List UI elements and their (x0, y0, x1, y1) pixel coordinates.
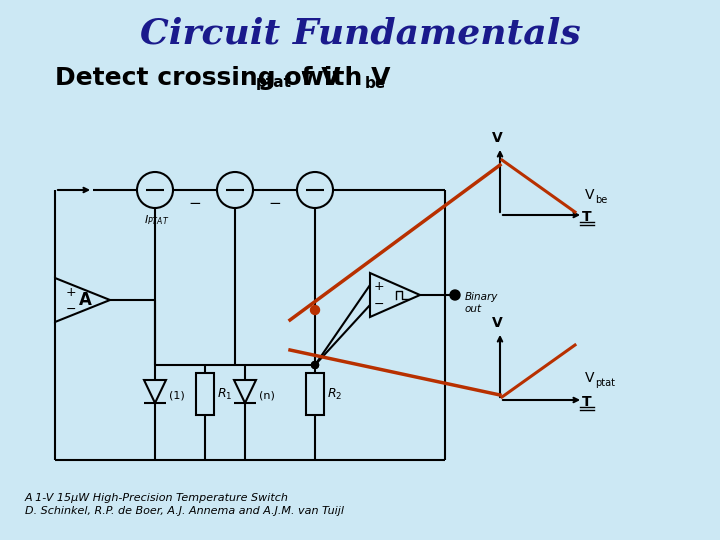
Text: out: out (465, 304, 482, 314)
Text: T: T (582, 210, 592, 224)
Text: A 1-V 15μW High-Precision Temperature Switch: A 1-V 15μW High-Precision Temperature Sw… (25, 493, 289, 503)
Text: −: − (269, 197, 282, 212)
Circle shape (312, 361, 318, 368)
Text: A: A (78, 291, 91, 309)
Circle shape (312, 361, 318, 368)
Text: be: be (595, 195, 607, 205)
Text: ptat: ptat (595, 378, 615, 388)
Text: +: + (66, 286, 76, 299)
Text: V: V (585, 371, 595, 385)
Text: D. Schinkel, R.P. de Boer, A.J. Annema and A.J.M. van Tuijl: D. Schinkel, R.P. de Boer, A.J. Annema a… (25, 506, 344, 516)
Text: −: − (189, 197, 202, 212)
Text: $R_2$: $R_2$ (327, 387, 342, 402)
Text: −: − (66, 302, 76, 315)
Text: be: be (365, 76, 386, 91)
Circle shape (310, 306, 320, 314)
Circle shape (450, 290, 460, 300)
Text: ptat: ptat (256, 76, 292, 91)
Text: V: V (492, 131, 503, 145)
Text: Detect crossing of V: Detect crossing of V (55, 66, 341, 90)
Text: Binary: Binary (465, 292, 498, 302)
Text: V: V (585, 188, 595, 202)
Text: Circuit Fundamentals: Circuit Fundamentals (140, 16, 580, 50)
Text: $R_1$: $R_1$ (217, 387, 233, 402)
Text: +: + (374, 280, 384, 293)
Text: T: T (582, 395, 592, 409)
Text: (n): (n) (259, 390, 275, 400)
Text: with V: with V (292, 66, 390, 90)
Text: −: − (374, 298, 384, 310)
Text: (1): (1) (169, 390, 185, 400)
Text: $I_{PTAT}$: $I_{PTAT}$ (144, 213, 170, 227)
Text: V: V (492, 316, 503, 330)
